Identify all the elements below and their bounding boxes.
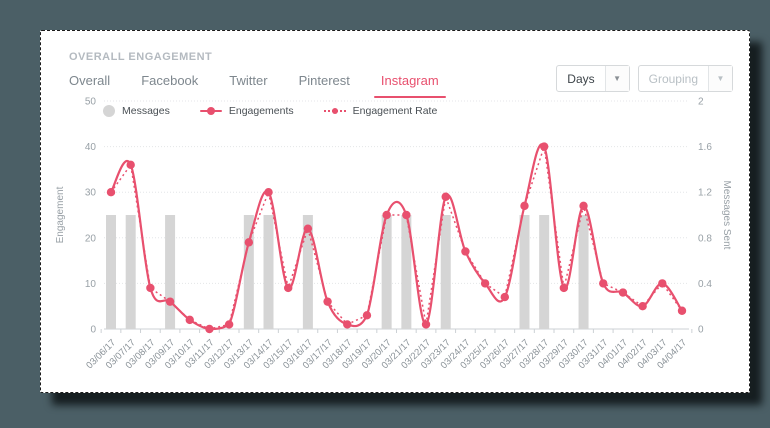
chart-legend: Messages Engagements Engagement Rate — [103, 105, 437, 117]
page-title: OVERALL ENGAGEMENT — [69, 51, 213, 63]
tab-bar: Overall Facebook Twitter Pinterest Insta… — [67, 67, 446, 98]
svg-text:40: 40 — [85, 142, 97, 153]
svg-text:0.4: 0.4 — [698, 279, 712, 290]
svg-text:0.8: 0.8 — [698, 233, 712, 244]
tab-overall[interactable]: Overall — [69, 73, 111, 88]
chart-area: 0 10 20 30 40 50 0 0.4 0.8 1.2 1.6 2 Engagement Messa… — [47, 89, 747, 391]
interval-select-value: Days — [567, 71, 595, 86]
legend-label: Engagement Rate — [352, 105, 438, 117]
svg-text:2: 2 — [698, 97, 704, 108]
legend-label: Engagements — [228, 105, 294, 117]
chart-controls: Days ▼ Grouping ▼ — [556, 65, 733, 92]
grouping-select-value: Grouping — [648, 71, 698, 86]
chevron-down-icon[interactable]: ▼ — [708, 66, 732, 91]
svg-text:30: 30 — [85, 188, 97, 199]
svg-text:1.6: 1.6 — [698, 142, 712, 153]
engagement-rate-marker-icon — [323, 108, 346, 114]
tab-pinterest[interactable]: Pinterest — [298, 73, 350, 88]
messages-marker-icon — [103, 105, 115, 117]
tab-facebook[interactable]: Facebook — [141, 73, 199, 88]
svg-text:0: 0 — [90, 325, 96, 336]
svg-text:1.2: 1.2 — [698, 188, 712, 199]
svg-text:20: 20 — [85, 233, 97, 244]
svg-text:0: 0 — [698, 325, 704, 336]
engagements-marker-icon — [199, 107, 222, 116]
svg-text:50: 50 — [85, 97, 97, 108]
legend-item-engagements: Engagements — [199, 105, 294, 117]
svg-text:Messages Sent: Messages Sent — [721, 181, 732, 250]
legend-item-engagement-rate: Engagement Rate — [323, 105, 438, 117]
grouping-select[interactable]: Grouping ▼ — [637, 65, 733, 92]
svg-text:Engagement: Engagement — [55, 186, 66, 243]
engagement-chart: 0 10 20 30 40 50 0 0.4 0.8 1.2 1.6 2 Engagement Messa… — [55, 97, 732, 372]
tab-instagram[interactable]: Instagram — [373, 67, 446, 98]
legend-label: Messages — [122, 105, 170, 117]
legend-item-messages: Messages — [103, 105, 170, 117]
tab-twitter[interactable]: Twitter — [229, 73, 268, 88]
chevron-down-icon[interactable]: ▼ — [604, 66, 629, 91]
svg-text:10: 10 — [85, 279, 97, 290]
engagement-card: OVERALL ENGAGEMENT Overall Facebook Twit… — [40, 30, 750, 393]
interval-select[interactable]: Days ▼ — [556, 65, 630, 92]
